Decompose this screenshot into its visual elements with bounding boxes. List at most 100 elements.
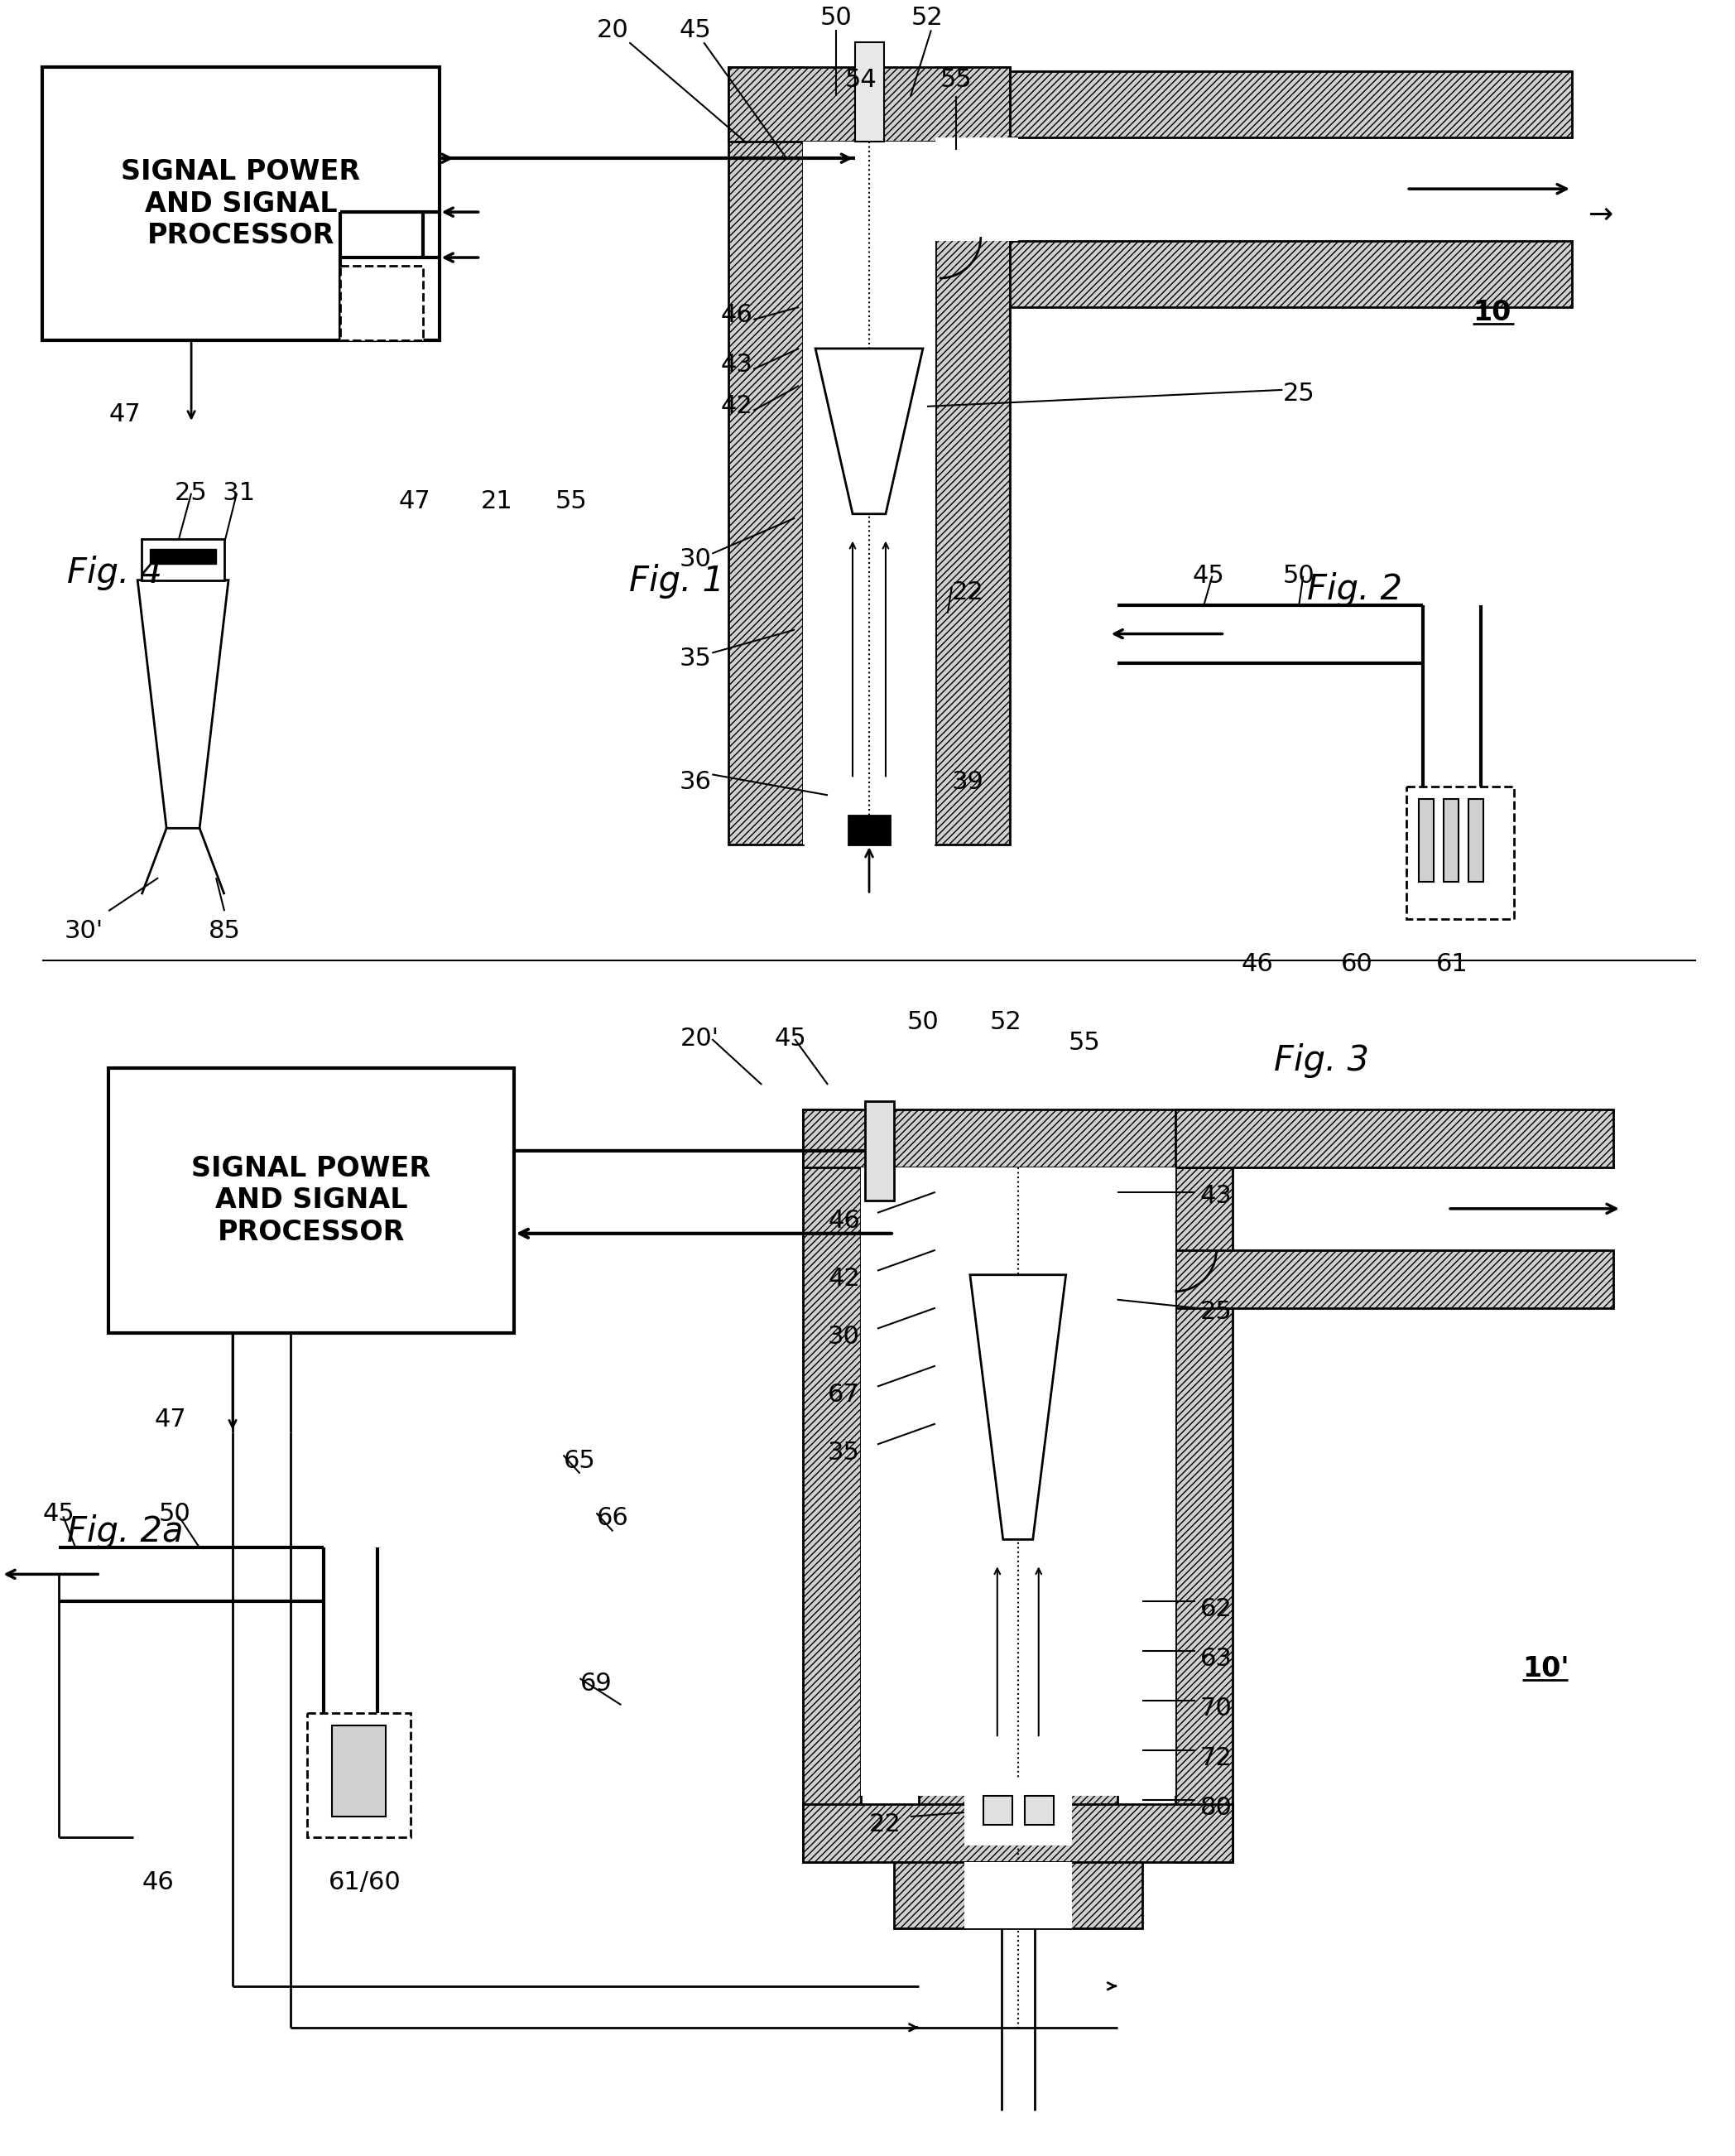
Text: 46: 46 xyxy=(828,1210,861,1233)
Text: 30': 30' xyxy=(64,918,104,942)
Bar xyxy=(803,142,935,845)
Text: 47: 47 xyxy=(109,403,141,427)
Text: 45: 45 xyxy=(680,17,711,43)
Bar xyxy=(1468,800,1483,882)
Text: 45: 45 xyxy=(43,1503,75,1526)
Text: 55: 55 xyxy=(1069,1031,1100,1054)
Text: →: → xyxy=(1588,201,1614,229)
Bar xyxy=(803,1110,1234,1166)
Text: 46: 46 xyxy=(720,304,753,328)
Text: 67: 67 xyxy=(828,1382,861,1406)
Text: 47: 47 xyxy=(399,489,430,513)
Text: 55: 55 xyxy=(940,67,972,93)
Text: 50: 50 xyxy=(1282,563,1315,589)
Text: 72: 72 xyxy=(1201,1746,1232,1770)
Text: 30: 30 xyxy=(828,1324,861,1348)
Polygon shape xyxy=(970,1274,1065,1539)
Text: Fig. 4: Fig. 4 xyxy=(68,556,163,591)
Text: Fig. 3: Fig. 3 xyxy=(1273,1044,1369,1078)
Bar xyxy=(935,138,1018,241)
Text: 85: 85 xyxy=(208,918,241,942)
Text: 42: 42 xyxy=(720,395,753,418)
Bar xyxy=(965,1863,1072,1927)
Text: 45: 45 xyxy=(774,1026,807,1050)
Text: 46: 46 xyxy=(142,1871,174,1895)
Bar xyxy=(149,548,217,563)
Text: 66: 66 xyxy=(597,1507,628,1531)
Text: 47: 47 xyxy=(154,1408,186,1432)
Text: 65: 65 xyxy=(564,1449,595,1473)
Text: 42: 42 xyxy=(828,1266,861,1291)
Bar xyxy=(142,539,224,580)
Text: Fig. 2: Fig. 2 xyxy=(1306,571,1402,606)
Text: Fig. 2a: Fig. 2a xyxy=(68,1516,184,1550)
Text: 55: 55 xyxy=(555,489,588,513)
Text: 50: 50 xyxy=(158,1503,191,1526)
Text: 25  31: 25 31 xyxy=(175,481,255,505)
Bar xyxy=(340,265,423,341)
Bar xyxy=(1419,800,1433,882)
Bar xyxy=(984,1796,1012,1824)
Text: 30: 30 xyxy=(678,548,711,571)
Text: 20': 20' xyxy=(680,1026,718,1050)
Bar xyxy=(920,1166,965,1779)
Text: 61: 61 xyxy=(1437,953,1468,977)
Text: 63: 63 xyxy=(1201,1647,1232,1671)
Text: 10': 10' xyxy=(1522,1656,1568,1682)
Text: 10: 10 xyxy=(1473,300,1511,326)
Text: 36: 36 xyxy=(678,770,711,793)
Text: 52: 52 xyxy=(989,1011,1022,1035)
Bar xyxy=(729,67,803,845)
Text: 50: 50 xyxy=(821,6,852,30)
Text: 46: 46 xyxy=(1242,953,1273,977)
Polygon shape xyxy=(815,349,923,513)
Bar xyxy=(935,241,1572,306)
Bar xyxy=(1175,1110,1234,1863)
Text: 45: 45 xyxy=(1192,563,1225,589)
Bar xyxy=(1072,1166,1117,1779)
Bar xyxy=(965,1166,1072,1779)
Text: 35: 35 xyxy=(828,1440,861,1464)
Text: 50: 50 xyxy=(907,1011,939,1035)
Text: 52: 52 xyxy=(911,6,944,30)
Polygon shape xyxy=(137,580,229,828)
Bar xyxy=(855,43,885,142)
Bar xyxy=(866,1102,894,1201)
Text: 20: 20 xyxy=(597,17,628,43)
Bar xyxy=(965,1779,1072,1846)
Bar xyxy=(1175,1110,1614,1166)
Bar xyxy=(803,1110,861,1863)
Bar xyxy=(861,1166,1175,1796)
Bar xyxy=(109,1067,514,1332)
Text: 35: 35 xyxy=(678,647,711,671)
Bar xyxy=(848,815,890,845)
Bar xyxy=(1025,1796,1053,1824)
Bar xyxy=(1407,787,1515,918)
Text: 60: 60 xyxy=(1341,953,1372,977)
Text: SIGNAL POWER
AND SIGNAL
PROCESSOR: SIGNAL POWER AND SIGNAL PROCESSOR xyxy=(191,1156,430,1246)
Text: 25: 25 xyxy=(1282,382,1315,405)
Bar xyxy=(935,67,1010,845)
Text: 62: 62 xyxy=(1201,1598,1232,1621)
Bar xyxy=(42,67,439,341)
Bar xyxy=(803,1805,1234,1863)
Text: 39: 39 xyxy=(953,770,984,793)
Bar xyxy=(1444,800,1459,882)
Text: 22: 22 xyxy=(953,580,984,604)
Bar xyxy=(331,1725,385,1818)
Text: 61/60: 61/60 xyxy=(328,1871,401,1895)
Text: 43: 43 xyxy=(1201,1184,1232,1207)
Bar xyxy=(920,1779,1117,1846)
Bar xyxy=(307,1714,411,1837)
Text: 43: 43 xyxy=(720,354,753,377)
Bar xyxy=(729,67,1010,142)
Text: 21: 21 xyxy=(481,489,514,513)
Text: 25: 25 xyxy=(1201,1300,1232,1324)
Text: 54: 54 xyxy=(845,67,876,93)
Text: Fig. 1: Fig. 1 xyxy=(630,563,725,599)
Text: 80: 80 xyxy=(1201,1796,1232,1820)
Bar xyxy=(935,71,1572,138)
Bar xyxy=(894,1863,1142,1927)
Text: 70: 70 xyxy=(1201,1697,1232,1720)
Text: 69: 69 xyxy=(579,1671,612,1697)
